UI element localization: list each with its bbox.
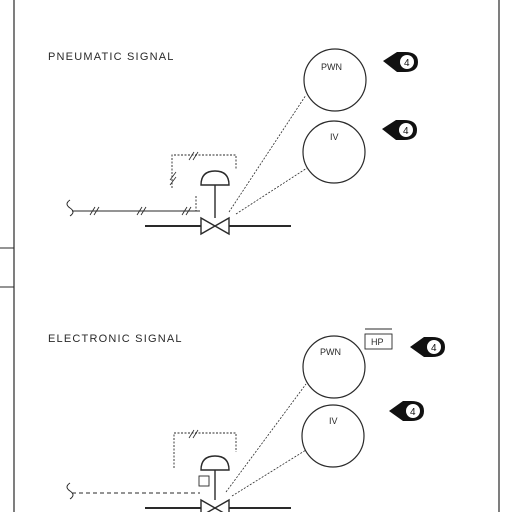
signal-line (228, 94, 307, 213)
signal-line (225, 383, 307, 493)
signal-line (235, 167, 308, 215)
section-label: PNEUMATIC SIGNAL (48, 51, 175, 63)
actuator-signal-box (173, 432, 237, 468)
section-pneumatic: PNEUMATIC SIGNAL PWN 4 IV 4 (48, 48, 418, 236)
actuator-signal-box (171, 154, 237, 188)
hp-box-label: HP (371, 337, 384, 347)
svg-text:4: 4 (431, 343, 437, 354)
instrument-bubble (302, 120, 366, 184)
pneumatic-hatch-marks (89, 206, 192, 216)
instrument-bubble (303, 48, 367, 112)
section-electronic: ELECTRONIC SIGNAL HP PWN 4 IV 4 (48, 328, 445, 512)
hp-box (364, 333, 393, 350)
callout-tag: 4 (383, 52, 418, 72)
section-label: ELECTRONIC SIGNAL (48, 333, 183, 345)
instrument-bubble (302, 335, 366, 399)
callout-tag: 4 (389, 401, 424, 421)
signal-source-symbol (66, 199, 74, 217)
svg-text:4: 4 (410, 407, 416, 418)
bubble-label: IV (329, 416, 338, 426)
callout-tag: 4 (382, 120, 417, 140)
svg-text:4: 4 (403, 126, 409, 137)
actuator-dome (200, 455, 230, 471)
control-valve (200, 216, 230, 236)
bubble-label: PWN (321, 62, 342, 72)
svg-text:4: 4 (404, 58, 410, 69)
callout-tag: 4 (410, 337, 445, 357)
instrument-bubble (301, 404, 365, 468)
signal-source-symbol (66, 482, 74, 500)
control-valve (200, 498, 230, 512)
actuator-dome (200, 170, 230, 186)
bubble-label: IV (330, 132, 339, 142)
signal-line (231, 449, 307, 497)
bubble-label: PWN (320, 347, 341, 357)
